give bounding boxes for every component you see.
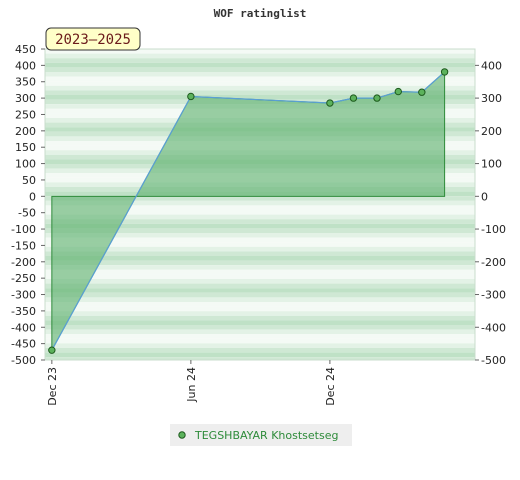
- legend-label: TEGSHBAYAR Khostsetseg: [194, 429, 338, 442]
- y-tick-label: -200: [11, 256, 36, 269]
- x-tick-label: Dec 23: [46, 367, 59, 406]
- data-point: [49, 347, 55, 353]
- y-right-tick-label: -200: [481, 256, 506, 269]
- y-tick-label: 350: [15, 76, 36, 89]
- y-tick-label: -350: [11, 305, 36, 318]
- x-axis: Dec 23 Jun 24 Dec 24: [46, 360, 337, 406]
- period-badge: 2023–2025: [46, 28, 140, 50]
- chart-title: WOF ratinglist: [214, 7, 307, 20]
- y-tick-label: -50: [18, 207, 36, 220]
- y-right-tick-label: 100: [481, 158, 502, 171]
- y-right-tick-label: 200: [481, 125, 502, 138]
- period-badge-label: 2023–2025: [55, 32, 131, 48]
- data-point: [327, 100, 333, 106]
- y-right-tick-label: -400: [481, 321, 506, 334]
- y-tick-label: -400: [11, 321, 36, 334]
- y-tick-label: 50: [22, 174, 36, 187]
- y-right-tick-label: 0: [481, 190, 488, 203]
- data-point: [395, 88, 401, 94]
- y-tick-label: -500: [11, 354, 36, 367]
- y-right-tick-label: 400: [481, 59, 502, 72]
- data-point: [441, 69, 447, 75]
- y-tick-label: 150: [15, 141, 36, 154]
- data-point: [419, 89, 425, 95]
- y-axis-right: 400 300 200 100 0 -100 -200 -300 -400 -500: [475, 59, 506, 367]
- y-tick-label: 0: [29, 190, 36, 203]
- y-tick-label: -250: [11, 272, 36, 285]
- y-tick-label: -150: [11, 239, 36, 252]
- y-tick-label: 300: [15, 92, 36, 105]
- y-tick-label: -450: [11, 338, 36, 351]
- y-tick-label: -300: [11, 289, 36, 302]
- legend-marker: [179, 432, 185, 438]
- legend: TEGSHBAYAR Khostsetseg: [170, 424, 352, 446]
- y-axis-left: 450 400 350 300 250 200 150 100 50 0 -50 -100 -150 -2…: [11, 43, 45, 367]
- y-tick-label: 400: [15, 59, 36, 72]
- y-right-tick-label: -300: [481, 289, 506, 302]
- x-tick-label: Dec 24: [324, 367, 337, 406]
- y-tick-label: 100: [15, 158, 36, 171]
- data-point: [350, 95, 356, 101]
- y-right-tick-label: -100: [481, 223, 506, 236]
- y-tick-label: 200: [15, 125, 36, 138]
- data-point: [374, 95, 380, 101]
- y-right-tick-label: -500: [481, 354, 506, 367]
- y-tick-label: -100: [11, 223, 36, 236]
- y-tick-label: 450: [15, 43, 36, 56]
- y-right-tick-label: 300: [481, 92, 502, 105]
- x-tick-label: Jun 24: [185, 367, 198, 403]
- data-point: [188, 93, 194, 99]
- y-tick-label: 250: [15, 108, 36, 121]
